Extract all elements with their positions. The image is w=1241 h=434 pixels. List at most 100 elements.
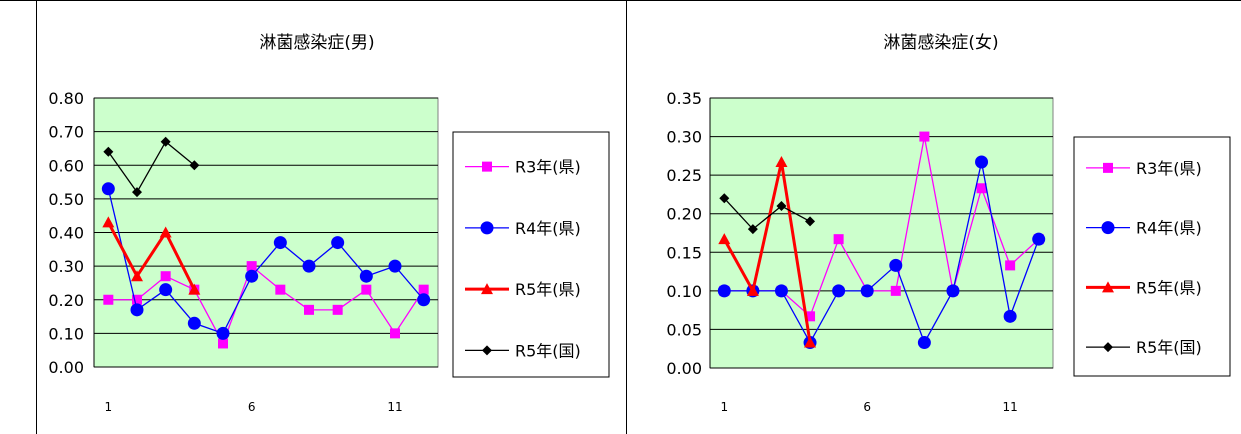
data-point: [390, 328, 400, 339]
y-tick-label: 0.20: [666, 205, 702, 224]
data-point: [805, 311, 816, 322]
y-tick-label: 0.05: [666, 320, 702, 339]
data-point: [946, 284, 960, 298]
data-point: [216, 326, 230, 340]
y-tick-label: 0.20: [48, 291, 84, 310]
data-point: [717, 284, 731, 298]
top-border: [0, 0, 1241, 1]
legend-box: [452, 131, 610, 378]
legend-label: R3年(県): [515, 158, 581, 177]
y-tick-label: 0.40: [48, 224, 84, 243]
series-line: [722, 161, 812, 343]
plot-area: [709, 97, 1054, 369]
data-point: [218, 338, 228, 349]
data-point: [361, 284, 372, 295]
data-point: [860, 284, 874, 298]
legend: R3年(県) R4年(県) R5年(県) R5年(国): [1073, 136, 1231, 377]
data-point: [775, 156, 788, 168]
legend-box: [1073, 136, 1231, 377]
data-point: [160, 271, 171, 282]
chart-panel-male: 淋菌感染症(男) 0.00 0.10 0.20 0.30 0.40 0.50 0.60 0.70…: [48, 33, 610, 414]
data-point: [774, 284, 788, 298]
legend-label: R3年(県): [1136, 159, 1202, 178]
legend-label: R5年(国): [1136, 338, 1202, 357]
data-point: [273, 236, 287, 250]
data-point: [102, 216, 115, 228]
y-tick-label: 0.60: [48, 156, 84, 175]
x-tick-label: 11: [387, 400, 402, 414]
data-point: [132, 187, 142, 198]
data-point: [1005, 260, 1016, 271]
data-point: [131, 270, 143, 282]
data-point: [103, 294, 114, 305]
series-circle: [717, 155, 1046, 350]
y-tick-label: 0.10: [666, 282, 702, 301]
data-point: [245, 269, 259, 283]
data-point: [833, 234, 844, 245]
data-point: [889, 258, 903, 272]
data-point: [188, 283, 201, 295]
series-line: [107, 221, 196, 291]
chart-title: 淋菌感染症(男): [259, 33, 374, 53]
legend-label: R4年(県): [515, 219, 581, 238]
series-line: [723, 197, 811, 231]
data-point: [719, 193, 730, 204]
data-point: [718, 233, 731, 245]
data-point: [919, 131, 930, 142]
data-point: [189, 160, 200, 171]
y-tick-label: 0.50: [48, 190, 84, 209]
legend-marker: [1103, 162, 1113, 173]
y-tick-label: 0.30: [48, 257, 84, 276]
data-point: [1032, 232, 1046, 246]
y-tick-label: 0.30: [666, 128, 702, 147]
series-line: [107, 140, 195, 194]
data-point: [359, 269, 373, 283]
y-tick-label: 0.70: [48, 123, 84, 142]
data-point: [747, 224, 758, 235]
legend-marker: [482, 161, 492, 172]
x-tick-label: 1: [720, 400, 728, 414]
data-point: [302, 259, 316, 273]
data-point: [776, 201, 787, 211]
data-point: [103, 146, 114, 157]
data-point: [917, 336, 931, 350]
y-tick-label: 0.00: [48, 358, 84, 377]
legend-marker: [1102, 281, 1114, 293]
data-point: [975, 155, 989, 169]
series-circle: [101, 182, 431, 340]
data-point: [101, 182, 115, 196]
legend-label: R5年(県): [515, 280, 581, 299]
data-point: [159, 283, 173, 297]
chart-title: 淋菌感染症(女): [883, 33, 998, 53]
data-point: [132, 294, 142, 305]
y-tick-label: 0.10: [48, 324, 84, 343]
data-point: [160, 136, 171, 147]
data-point: [976, 183, 987, 194]
x-tick-label: 6: [248, 400, 256, 414]
legend-marker: [1101, 221, 1115, 235]
y-tick-label: 0.80: [48, 89, 84, 108]
data-point: [746, 284, 759, 296]
series-triangle: [718, 156, 817, 348]
legend: R3年(県) R4年(県) R5年(県) R5年(国): [452, 131, 610, 378]
y-tick-label: 0.15: [666, 243, 702, 262]
chart-male-svg: 淋菌感染症(男) 0.00 0.10 0.20 0.30 0.40 0.50 0.60 0.70…: [48, 33, 610, 414]
chart-panel-female: 淋菌感染症(女) 0.00 0.05 0.10 0.15 0.20 0.25 0.30 0.35…: [626, 0, 1241, 434]
data-point: [418, 284, 429, 295]
chart-female-svg: 淋菌感染症(女) 0.00 0.05 0.10 0.15 0.20 0.25 0.30 0.35…: [666, 33, 1231, 414]
y-tick-label: 0.00: [666, 359, 702, 378]
legend-marker: [481, 283, 493, 295]
legend-marker: [1103, 342, 1113, 353]
data-point: [804, 336, 817, 348]
legend-label: R5年(県): [1136, 278, 1202, 297]
legend-marker: [482, 345, 492, 356]
data-point: [304, 304, 314, 315]
legend-label: R4年(県): [1136, 219, 1202, 238]
panel-divider: [626, 0, 627, 434]
data-point: [187, 316, 201, 330]
left-border: [36, 0, 37, 434]
data-point: [890, 285, 901, 296]
y-tick-label: 0.25: [666, 166, 702, 185]
x-tick-label: 6: [863, 400, 871, 414]
data-point: [417, 293, 431, 307]
